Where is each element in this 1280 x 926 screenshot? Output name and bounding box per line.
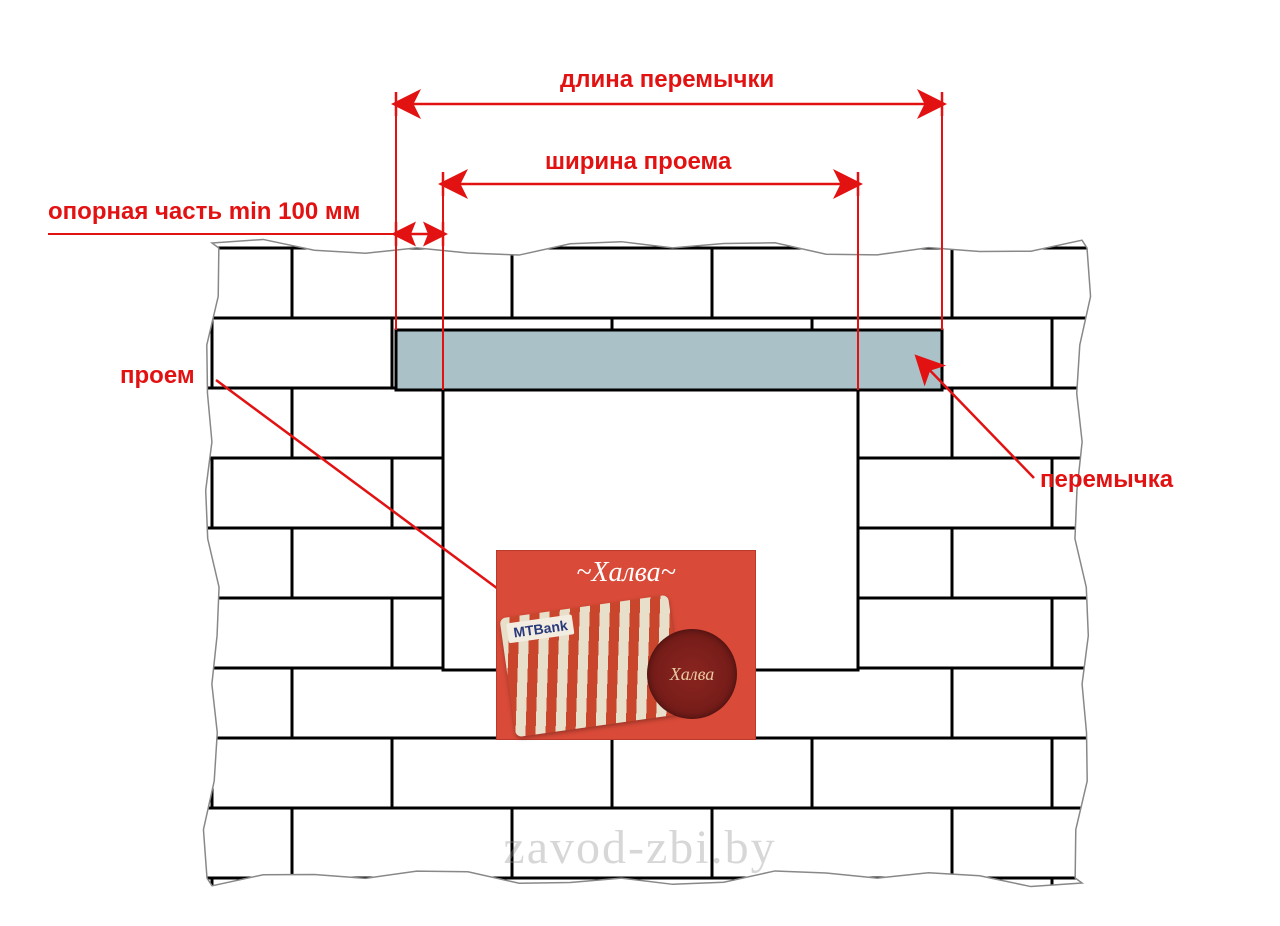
- ad-overlay: ~Халва~ MTBank Халва: [496, 550, 756, 740]
- diagram-svg: [0, 0, 1280, 926]
- label-opening: проем: [120, 362, 195, 390]
- label-lintel: перемычка: [1040, 466, 1173, 494]
- label-opening-width: ширина проема: [545, 148, 731, 176]
- ad-seal: Халва: [647, 629, 737, 719]
- label-support-part: опорная часть min 100 мм: [48, 198, 360, 226]
- ad-bank-label: MTBank: [506, 614, 575, 643]
- label-lintel-length: длина перемычки: [560, 66, 774, 94]
- ad-title: ~Халва~: [497, 557, 755, 589]
